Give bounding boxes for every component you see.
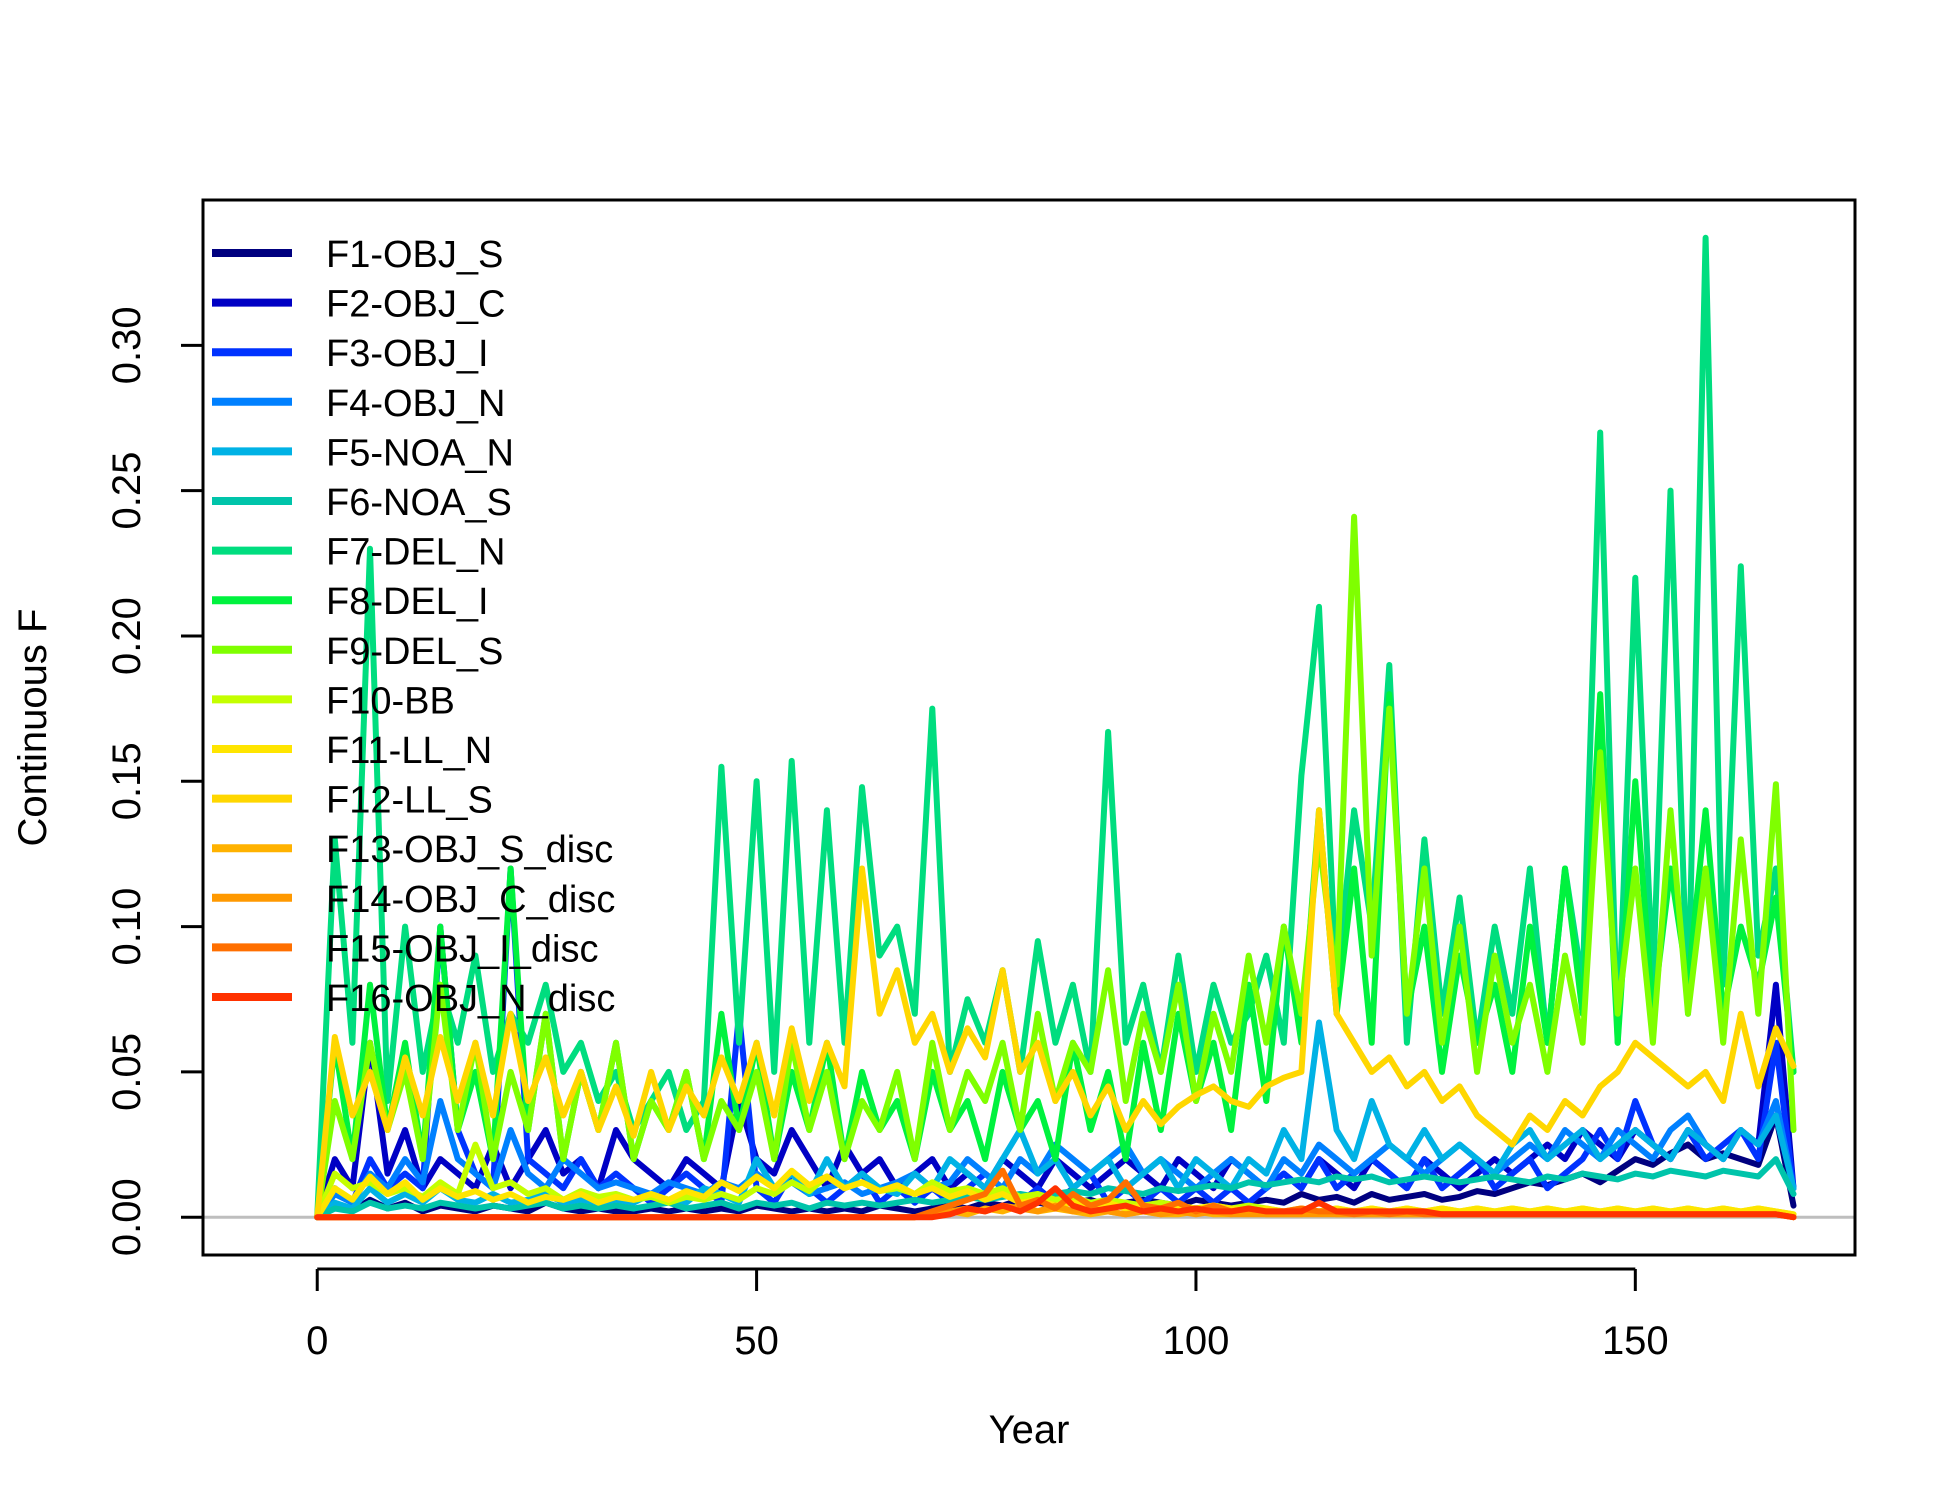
legend-label-8: F8-DEL_I bbox=[326, 581, 489, 623]
series-line-12 bbox=[314, 807, 1797, 1221]
legend-label-10: F10-BB bbox=[326, 680, 455, 722]
legend-label-2: F2-OBJ_C bbox=[326, 284, 505, 326]
y-tick-label: 0.25 bbox=[105, 452, 149, 530]
legend-label-7: F7-DEL_N bbox=[326, 532, 506, 574]
y-tick-label: 0.30 bbox=[105, 306, 149, 384]
x-tick-label: 100 bbox=[1163, 1319, 1230, 1363]
legend-label-16: F16-OBJ_N_disc bbox=[326, 978, 615, 1020]
x-axis: 0 50 100 150 bbox=[306, 1267, 1669, 1363]
legend-label-11: F11-LL_N bbox=[326, 730, 492, 772]
y-tick-label: 0.05 bbox=[105, 1033, 149, 1111]
x-tick-label: 150 bbox=[1602, 1319, 1669, 1363]
legend-label-12: F12-LL_S bbox=[326, 780, 493, 822]
y-tick-label: 0.10 bbox=[105, 888, 149, 966]
x-tick-label: 0 bbox=[306, 1319, 328, 1363]
legend-label-13: F13-OBJ_S_disc bbox=[326, 829, 613, 871]
legend-label-1: F1-OBJ_S bbox=[326, 234, 503, 276]
legend-label-9: F9-DEL_S bbox=[326, 631, 503, 673]
y-tick-label: 0.15 bbox=[105, 742, 149, 820]
legend-label-3: F3-OBJ_I bbox=[326, 333, 489, 375]
legend-label-4: F4-OBJ_N bbox=[326, 383, 505, 425]
legend-label-6: F6-NOA_S bbox=[326, 482, 512, 524]
series-layer bbox=[203, 234, 1855, 1221]
legend-label-14: F14-OBJ_C_disc bbox=[326, 879, 615, 921]
series-line-16 bbox=[314, 1185, 1797, 1221]
y-tick-label: 0.20 bbox=[105, 597, 149, 675]
y-axis-label: Continuous F bbox=[11, 609, 55, 847]
y-tick-label: 0.00 bbox=[105, 1178, 149, 1256]
legend: F1-OBJ_S F2-OBJ_C F3-OBJ_I F4-OBJ_N F5-NOA_N… bbox=[212, 234, 615, 1020]
y-axis: 0.00 0.05 0.10 0.15 0.20 0.25 0.30 bbox=[105, 306, 205, 1256]
x-axis-label: Year bbox=[989, 1408, 1070, 1452]
legend-label-5: F5-NOA_N bbox=[326, 432, 514, 474]
x-tick-label: 50 bbox=[734, 1319, 779, 1363]
legend-label-15: F15-OBJ_I_disc bbox=[326, 928, 598, 970]
series-line-6 bbox=[314, 1156, 1797, 1221]
